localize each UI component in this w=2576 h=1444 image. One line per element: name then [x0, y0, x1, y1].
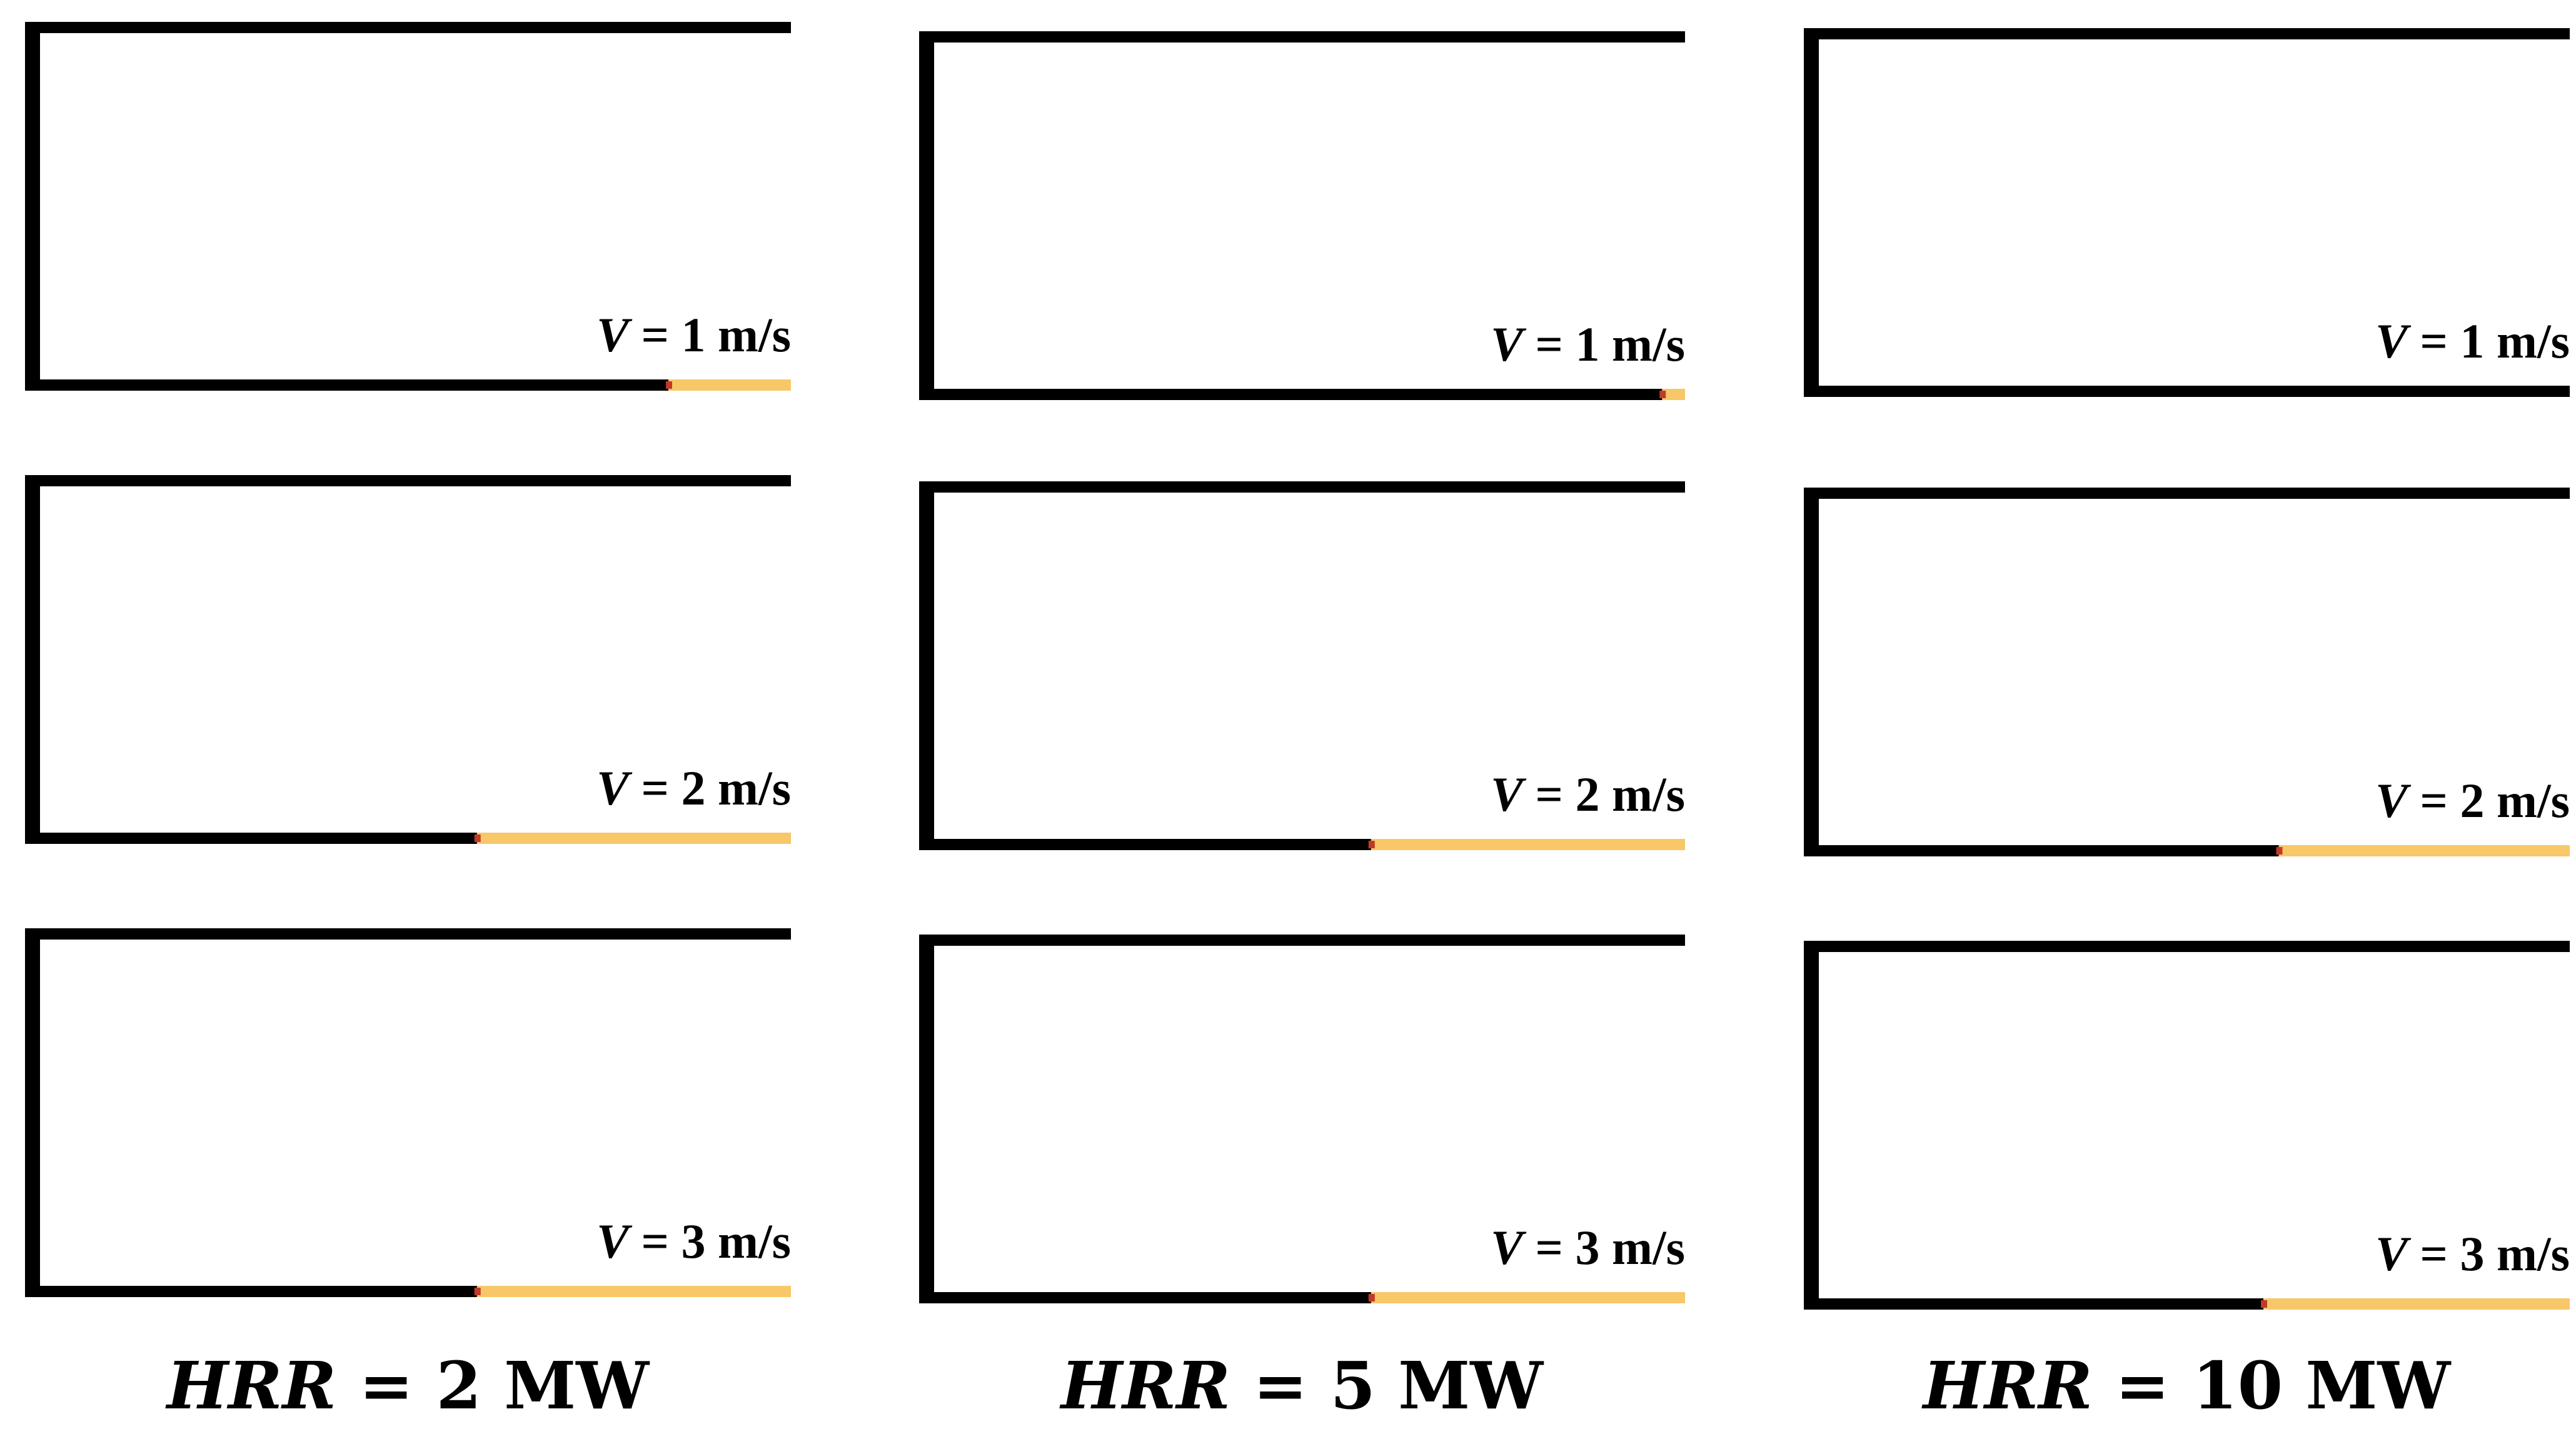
bottom-wall-clear	[2263, 1298, 2570, 1310]
smoke-front-marker	[474, 1288, 481, 1295]
top-wall	[25, 928, 791, 940]
top-wall	[919, 31, 1685, 43]
bottom-wall-clear	[1371, 1292, 1685, 1303]
left-wall	[1804, 941, 1819, 1310]
top-wall	[25, 475, 791, 486]
tunnel-frame	[1804, 941, 2570, 1310]
bottom-wall-smoke	[919, 1292, 1372, 1303]
hrr-caption: HRR = 2 MW	[166, 1347, 650, 1424]
velocity-label: V = 2 m/s	[596, 761, 791, 815]
left-wall	[25, 22, 40, 391]
top-wall	[919, 481, 1685, 493]
smoke-front-marker	[1659, 391, 1666, 398]
velocity-label: V = 2 m/s	[1491, 767, 1685, 821]
left-wall	[919, 31, 934, 400]
smoke-front-marker	[666, 381, 672, 389]
left-wall	[919, 935, 934, 1303]
bottom-wall-smoke	[25, 1286, 478, 1297]
tunnel-panel-c2-r2: V = 2 m/s	[919, 481, 1685, 850]
top-wall	[25, 22, 791, 33]
tunnel-panel-c1-r1: V = 1 m/s	[25, 22, 791, 391]
tunnel-panel-c3-r1: V = 1 m/s	[1804, 28, 2570, 397]
bottom-wall-clear	[1662, 389, 1685, 400]
bottom-wall-clear	[2278, 845, 2570, 856]
velocity-label: V = 2 m/s	[2375, 773, 2570, 828]
bottom-wall-smoke	[919, 389, 1663, 400]
bottom-wall-smoke	[1804, 1298, 2264, 1310]
tunnel-panel-c1-r3: V = 3 m/s	[25, 928, 791, 1297]
hrr-caption: HRR = 10 MW	[1923, 1347, 2451, 1424]
smoke-front-marker	[1368, 841, 1375, 848]
smoke-front-marker	[1368, 1294, 1375, 1301]
top-wall	[919, 935, 1685, 946]
top-wall	[1804, 941, 2570, 952]
velocity-label: V = 1 m/s	[1491, 317, 1685, 371]
tunnel-frame	[919, 935, 1685, 1303]
bottom-wall-smoke	[25, 833, 478, 844]
left-wall	[919, 481, 934, 850]
tunnel-panel-c3-r2: V = 2 m/s	[1804, 488, 2570, 856]
bottom-wall-clear	[476, 833, 791, 844]
bottom-wall-smoke	[919, 839, 1372, 850]
bottom-wall-clear	[476, 1286, 791, 1297]
velocity-label: V = 1 m/s	[2375, 314, 2570, 368]
left-wall	[1804, 28, 1819, 397]
tunnel-frame	[25, 928, 791, 1297]
velocity-label: V = 3 m/s	[1491, 1220, 1685, 1275]
velocity-label: V = 3 m/s	[596, 1214, 791, 1268]
tunnel-frame	[1804, 488, 2570, 856]
bottom-wall-clear	[668, 379, 791, 391]
left-wall	[25, 928, 40, 1297]
tunnel-panel-c3-r3: V = 3 m/s	[1804, 941, 2570, 1310]
left-wall	[25, 475, 40, 844]
velocity-label: V = 1 m/s	[596, 308, 791, 362]
tunnel-frame	[1804, 28, 2570, 397]
tunnel-panel-c2-r1: V = 1 m/s	[919, 31, 1685, 400]
smoke-front-marker	[474, 835, 481, 842]
tunnel-panel-c2-r3: V = 3 m/s	[919, 935, 1685, 1303]
bottom-wall-smoke	[1804, 386, 2570, 397]
tunnel-frame	[919, 31, 1685, 400]
bottom-wall-smoke	[25, 379, 669, 391]
tunnel-panel-c1-r2: V = 2 m/s	[25, 475, 791, 844]
top-wall	[1804, 28, 2570, 39]
bottom-wall-clear	[1371, 839, 1685, 850]
tunnel-frame	[919, 481, 1685, 850]
smoke-front-marker	[2276, 847, 2283, 855]
left-wall	[1804, 488, 1819, 856]
tunnel-frame	[25, 22, 791, 391]
hrr-caption: HRR = 5 MW	[1060, 1347, 1544, 1424]
top-wall	[1804, 488, 2570, 499]
bottom-wall-smoke	[1804, 845, 2280, 856]
tunnel-frame	[25, 475, 791, 844]
smoke-front-marker	[2261, 1300, 2267, 1308]
velocity-label: V = 3 m/s	[2375, 1226, 2570, 1281]
